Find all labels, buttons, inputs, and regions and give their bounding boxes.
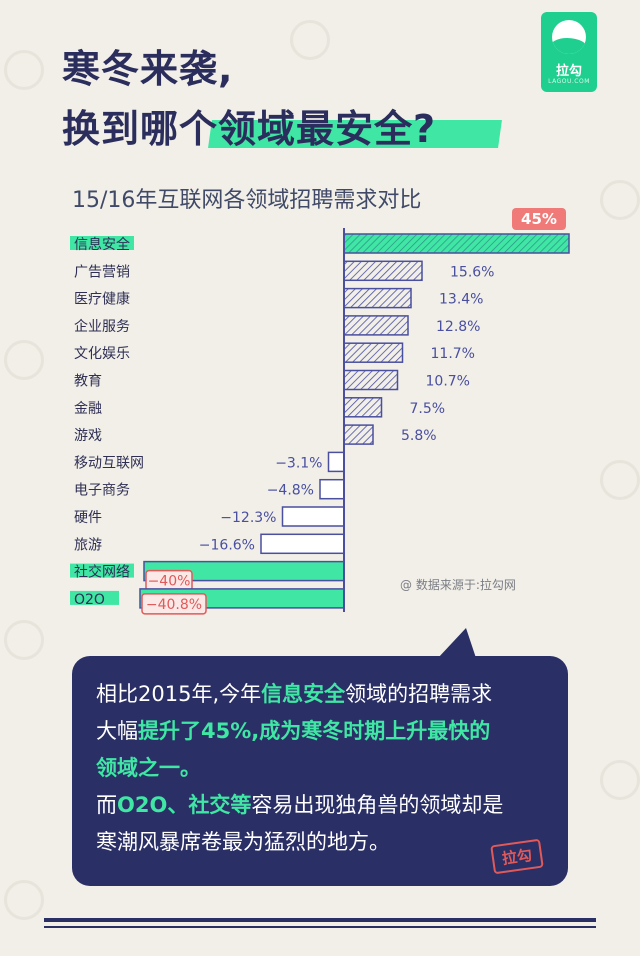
category-highlight xyxy=(70,590,119,605)
bar xyxy=(343,342,404,363)
watermark-icon xyxy=(4,620,44,660)
bubble-highlight: 提升了45%,成为寒冬时期上升最快的 xyxy=(138,719,491,743)
headline-line-2: 换到哪个领域最安全? xyxy=(62,107,437,151)
bubble-highlight: 信息安全 xyxy=(261,682,346,706)
category-label: 企业服务 xyxy=(74,318,130,335)
bubble-highlight: 领域之一。 xyxy=(96,756,201,780)
value-label: −4.8% xyxy=(267,483,314,499)
watermark-icon xyxy=(4,880,44,920)
bar xyxy=(343,260,423,282)
value-label: −16.6% xyxy=(199,537,255,553)
bubble-text: 而 xyxy=(96,793,117,817)
category-label: 文化娱乐 xyxy=(74,346,130,362)
category-label: 金融 xyxy=(74,401,102,417)
bar xyxy=(281,506,345,527)
bottom-rule xyxy=(44,918,596,922)
value-label: −3.1% xyxy=(275,455,322,471)
category-label: 硬件 xyxy=(74,510,102,526)
bubble-text: 相比2015年,今年信息安全领域的招聘需求 大幅提升了45%,成为寒冬时期上升最… xyxy=(96,676,556,861)
category-label: 广告营销 xyxy=(74,264,130,280)
speech-bubble xyxy=(72,656,568,886)
data-source: @ 数据来源于:拉勾网 xyxy=(400,578,516,592)
value-label: −40.8% xyxy=(146,597,202,613)
lagou-logo: 拉勾 LAGOU.COM xyxy=(541,12,597,92)
value-label: −40% xyxy=(148,574,191,590)
headline-line-1: 寒冬来袭, xyxy=(62,47,234,91)
bar xyxy=(343,287,412,309)
logo-subtext: LAGOU.COM xyxy=(548,78,590,85)
value-label: −12.3% xyxy=(220,510,276,526)
watermark-icon xyxy=(4,50,44,90)
logo-text: 拉勾 xyxy=(555,64,582,79)
bar xyxy=(343,369,399,391)
value-callout xyxy=(141,593,207,615)
bar xyxy=(343,233,570,254)
category-label: 信息安全 xyxy=(74,236,130,253)
category-highlight xyxy=(70,563,134,578)
value-label: 13.4% xyxy=(439,292,483,308)
bubble-text: 相比2015年,今年 xyxy=(96,682,262,706)
bubble-text: 寒潮风暴席卷最为猛烈的地方。 xyxy=(96,830,390,854)
bar xyxy=(343,315,409,336)
category-label: 旅游 xyxy=(74,537,102,553)
category-label: 移动互联网 xyxy=(74,455,144,471)
watermark-icon xyxy=(600,760,640,800)
bubble-tail xyxy=(438,628,476,658)
watermark-icon xyxy=(600,460,640,500)
category-label: 医疗健康 xyxy=(74,291,130,308)
watermark-icon xyxy=(290,20,330,60)
bar xyxy=(327,451,345,473)
category-label: 教育 xyxy=(74,374,102,390)
bar xyxy=(343,424,374,445)
value-label: 10.7% xyxy=(426,374,470,390)
value-label: 7.5% xyxy=(410,401,446,417)
bubble-text: 大幅 xyxy=(96,719,138,743)
value-label: 12.8% xyxy=(436,319,480,335)
value-label: 15.6% xyxy=(450,264,494,280)
category-highlight xyxy=(70,236,134,250)
value-label: 5.8% xyxy=(401,428,437,444)
bubble-text: 领域的招聘需求 xyxy=(345,682,493,706)
bar xyxy=(343,397,383,418)
bubble-text: 容易出现独角兽的领域却是 xyxy=(251,793,504,817)
value-label: 45% xyxy=(521,210,557,228)
bar xyxy=(319,478,345,500)
bar xyxy=(260,533,345,555)
bubble-highlight: O2O、社交等 xyxy=(117,793,252,817)
chart-title: 15/16年互联网各领域招聘需求对比 xyxy=(72,188,422,213)
category-label: 电子商务 xyxy=(74,483,130,499)
value-label: 11.7% xyxy=(431,346,475,362)
logo-wave-icon xyxy=(552,20,586,54)
category-label: O2O xyxy=(74,592,105,608)
bar-chart: 信息安全 45% 广告营销 15.6% 医疗健康 13.4% 企业服务 12.8% 文化娱乐 11… xyxy=(70,208,570,615)
watermark-icon xyxy=(4,340,44,380)
bottom-rule xyxy=(44,926,596,928)
category-label: 游戏 xyxy=(74,428,102,444)
category-label: 社交网络 xyxy=(74,564,130,581)
value-callout xyxy=(512,208,566,230)
watermark-icon xyxy=(600,180,640,220)
